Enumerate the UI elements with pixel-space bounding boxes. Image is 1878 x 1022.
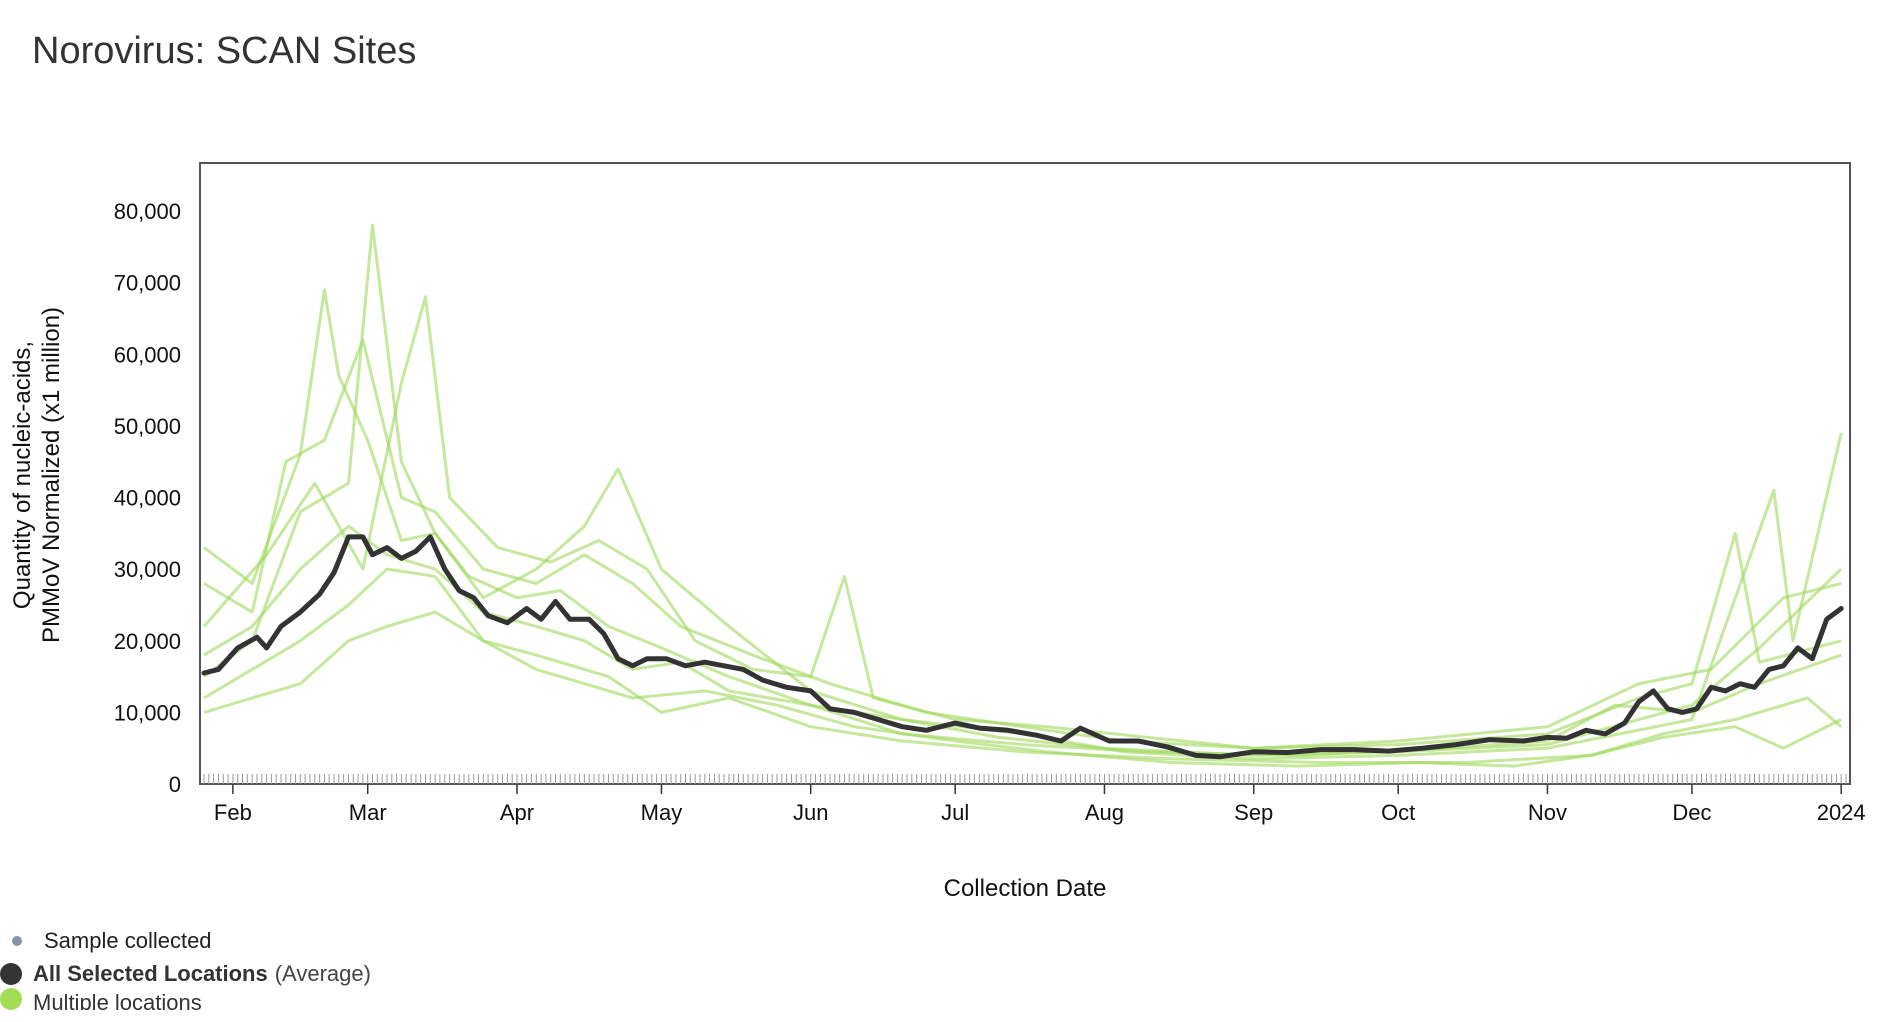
x-axis: Feb Mar Apr May Jun Jul Aug Sep Oct Nov Dec 2024 <box>214 784 1866 825</box>
y-tick-label: 0 <box>169 772 181 797</box>
legend-sample-label: Sample collected <box>44 928 212 953</box>
x-tick-label: Jul <box>941 800 969 825</box>
legend-item-sample[interactable]: Sample collected <box>12 928 212 954</box>
legend-locations-label: Multiple locations <box>33 990 202 1010</box>
y-tick-label: 50,000 <box>114 414 181 439</box>
x-tick-label: Sep <box>1234 800 1273 825</box>
y-axis-label-line1: Quantity of nucleic-acids, <box>9 341 36 609</box>
x-tick-label: Feb <box>214 800 252 825</box>
y-tick-label: 40,000 <box>114 486 181 511</box>
location-line <box>203 524 1842 757</box>
location-line <box>203 610 1842 768</box>
minor-tick-marks <box>203 774 1847 784</box>
y-tick-label: 70,000 <box>114 271 181 296</box>
x-tick-label: Aug <box>1085 800 1124 825</box>
sample-dot-icon <box>12 936 22 946</box>
locations-dot-icon <box>0 988 22 1010</box>
x-tick-label: Jun <box>793 800 828 825</box>
legend-item-average[interactable]: All Selected Locations (Average) <box>0 961 371 987</box>
x-tick-label: 2024 <box>1817 800 1866 825</box>
location-lines <box>202 223 1843 768</box>
x-tick-label: Nov <box>1528 800 1567 825</box>
location-line <box>203 288 1843 757</box>
page-title: Norovirus: SCAN Sites <box>32 30 417 72</box>
average-line <box>201 534 1844 760</box>
y-tick-label: 20,000 <box>114 629 181 654</box>
x-tick-label: Apr <box>500 800 534 825</box>
x-tick-label: Oct <box>1381 800 1415 825</box>
legend-average-suffix: (Average) <box>274 961 371 986</box>
x-tick-label: Dec <box>1672 800 1711 825</box>
y-tick-label: 80,000 <box>114 199 181 224</box>
y-tick-label: 30,000 <box>114 557 181 582</box>
legend-average-label: All Selected Locations <box>33 961 268 986</box>
y-axis-label-line2: PMMoV Normalized (x1 million) <box>38 307 65 643</box>
average-dot-icon <box>0 963 22 985</box>
average-series-line <box>201 534 1844 760</box>
location-line <box>203 338 1842 750</box>
x-tick-label: Mar <box>349 800 387 825</box>
x-minor-ticks <box>203 774 1847 784</box>
x-axis-label: Collection Date <box>944 875 1107 902</box>
location-line <box>203 223 1843 761</box>
location-line <box>203 567 1843 764</box>
y-tick-label: 60,000 <box>114 342 181 367</box>
y-tick-label: 10,000 <box>114 700 181 725</box>
y-axis: 0 10,000 20,000 30,000 40,000 50,000 60,000 70,… <box>114 199 181 797</box>
legend-item-locations[interactable]: Multiple locations <box>0 988 202 1010</box>
plot-frame <box>199 162 1851 785</box>
x-tick-label: May <box>641 800 683 825</box>
